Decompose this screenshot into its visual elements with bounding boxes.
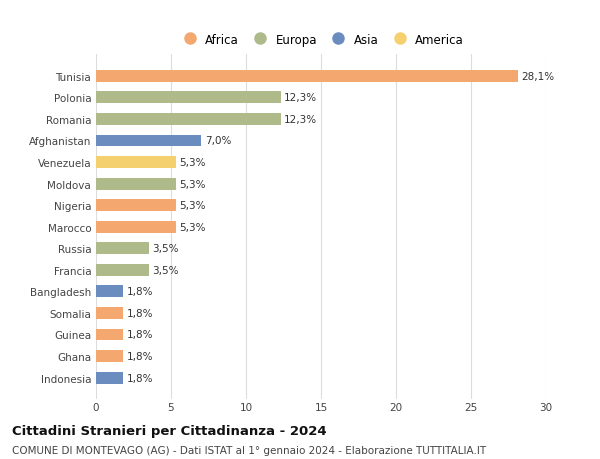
Text: COMUNE DI MONTEVAGO (AG) - Dati ISTAT al 1° gennaio 2024 - Elaborazione TUTTITAL: COMUNE DI MONTEVAGO (AG) - Dati ISTAT al… [12, 445, 486, 455]
Bar [96, 157, 176, 168]
Bar [96, 135, 201, 147]
Text: 1,8%: 1,8% [127, 287, 153, 297]
Text: 1,8%: 1,8% [127, 330, 153, 340]
Text: 1,8%: 1,8% [127, 351, 153, 361]
Bar [96, 71, 517, 83]
Bar [96, 372, 123, 384]
Legend: Africa, Europa, Asia, America: Africa, Europa, Asia, America [175, 30, 467, 50]
Text: 5,3%: 5,3% [179, 158, 206, 168]
Text: Cittadini Stranieri per Cittadinanza - 2024: Cittadini Stranieri per Cittadinanza - 2… [12, 425, 326, 437]
Bar [96, 350, 123, 362]
Bar [96, 286, 123, 297]
Text: 1,8%: 1,8% [127, 308, 153, 318]
Text: 7,0%: 7,0% [205, 136, 231, 146]
Text: 12,3%: 12,3% [284, 93, 317, 103]
Text: 3,5%: 3,5% [152, 244, 179, 254]
Text: 28,1%: 28,1% [521, 72, 554, 82]
Text: 12,3%: 12,3% [284, 115, 317, 125]
Bar [96, 200, 176, 212]
Bar [96, 264, 149, 276]
Bar [96, 243, 149, 255]
Bar [96, 308, 123, 319]
Text: 5,3%: 5,3% [179, 222, 206, 232]
Text: 3,5%: 3,5% [152, 265, 179, 275]
Text: 5,3%: 5,3% [179, 201, 206, 211]
Bar [96, 221, 176, 233]
Text: 5,3%: 5,3% [179, 179, 206, 189]
Bar [96, 92, 281, 104]
Bar [96, 114, 281, 126]
Bar [96, 178, 176, 190]
Text: 1,8%: 1,8% [127, 373, 153, 383]
Bar [96, 329, 123, 341]
